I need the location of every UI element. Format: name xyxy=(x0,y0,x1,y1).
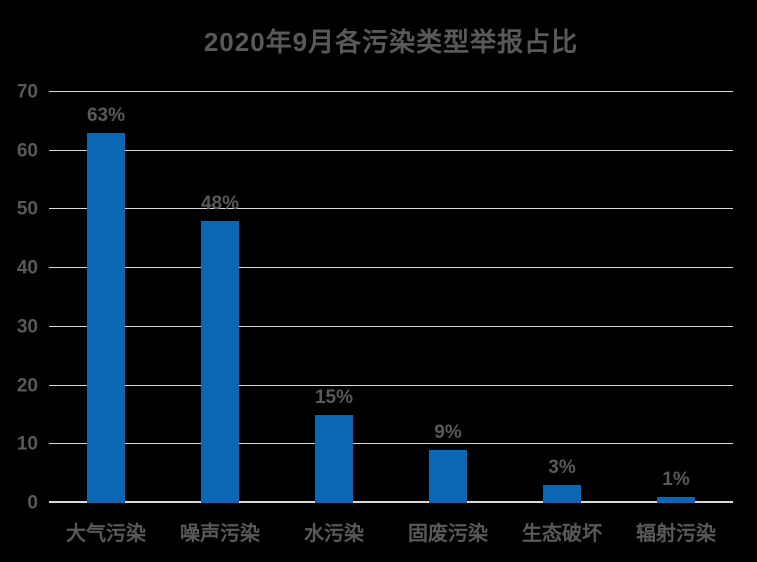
bar-slot: 63% 大气污染 xyxy=(49,92,163,544)
bar-value-label: 63% xyxy=(86,105,126,127)
gridline xyxy=(49,384,733,386)
bar xyxy=(315,414,353,503)
bar xyxy=(201,221,239,503)
y-axis-tick-label: 30 xyxy=(16,316,38,338)
y-axis-tick-label: 60 xyxy=(16,140,38,162)
bar-slot: 15% 水污染 xyxy=(277,92,391,544)
y-axis-tick-label: 0 xyxy=(27,492,38,514)
y-axis-tick-label: 20 xyxy=(16,375,38,397)
bar-value-label: 9% xyxy=(434,422,462,444)
y-axis-tick-label: 70 xyxy=(16,81,38,103)
bar-value-label: 48% xyxy=(200,193,240,215)
bar-slot: 9% 固废污染 xyxy=(391,92,505,544)
x-axis-category-label: 辐射污染 xyxy=(636,523,716,545)
bar-value-label: 3% xyxy=(548,457,576,479)
gridline xyxy=(49,267,733,269)
x-axis-category-label: 大气污染 xyxy=(66,523,146,545)
gridline xyxy=(49,208,733,210)
bar xyxy=(87,133,125,503)
bars-container: 63% 大气污染 48% 噪声污染 15% 水污染 9% 固废污染 3% 生态破坏 1% 辐射污染 xyxy=(49,92,733,544)
y-axis-tick-label: 10 xyxy=(16,433,38,455)
gridline xyxy=(49,149,733,151)
gridline xyxy=(49,443,733,445)
x-axis-category-label: 固废污染 xyxy=(408,523,488,545)
plot-area: 0 10 20 30 40 50 60 70 63% 大气污染 48% 噪声污染 15% 水污染 9% 固废… xyxy=(17,83,733,544)
bar-slot: 48% 噪声污染 xyxy=(163,92,277,544)
x-axis-category-label: 噪声污染 xyxy=(180,523,260,545)
bar-slot: 1% 辐射污染 xyxy=(619,92,733,544)
bar-value-label: 15% xyxy=(314,386,354,408)
x-axis-category-label: 水污染 xyxy=(304,523,364,545)
x-axis-category-label: 生态破坏 xyxy=(522,523,602,545)
bar-value-label: 1% xyxy=(662,469,690,491)
x-axis-line xyxy=(49,501,733,503)
bar xyxy=(429,450,467,503)
bar xyxy=(543,485,581,503)
y-axis-tick-label: 40 xyxy=(16,257,38,279)
gridline xyxy=(49,91,733,92)
bar-slot: 3% 生态破坏 xyxy=(505,92,619,544)
bar xyxy=(657,497,695,503)
chart-title: 2020年9月各污染类型举报占比 xyxy=(203,27,579,57)
gridline xyxy=(49,325,733,327)
y-axis-tick-label: 50 xyxy=(16,198,38,220)
